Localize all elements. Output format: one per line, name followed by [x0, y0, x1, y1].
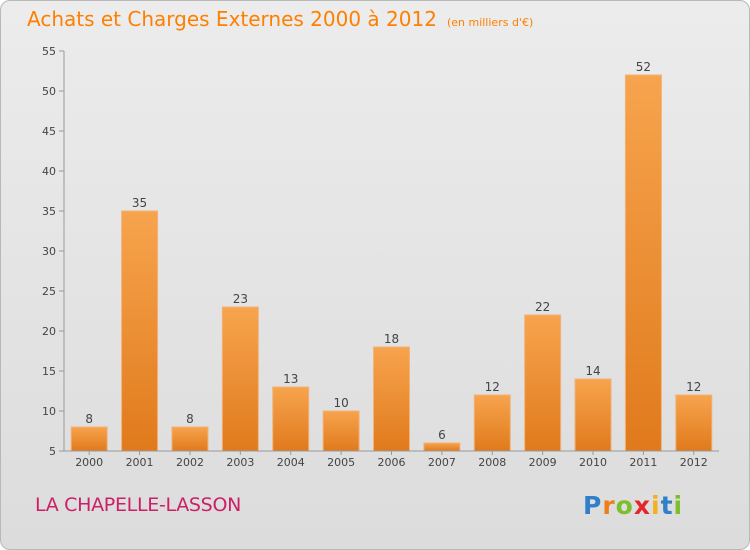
x-tick-label: 2011	[629, 456, 657, 469]
y-tick-label: 30	[42, 245, 56, 258]
bar-2012	[675, 394, 713, 452]
x-tick-label: 2012	[680, 456, 708, 469]
bar-2011	[624, 74, 662, 452]
bar-value-label: 23	[233, 292, 248, 306]
x-axis: 2000 2001 2002 2003 2004 2005 2006 2007 2008 2009…	[64, 450, 719, 469]
bar-2006	[373, 346, 410, 452]
y-tick-label: 10	[42, 405, 56, 418]
bar-2005	[322, 410, 360, 452]
bars: 8 35 8 23 13 10 18 6 12 22 14 52 12	[70, 60, 713, 452]
bar-value-label: 10	[333, 396, 348, 410]
bar-value-label: 35	[132, 196, 147, 210]
bar-2001	[121, 210, 159, 452]
x-tick-label: 2006	[378, 456, 406, 469]
x-tick-label: 2001	[126, 456, 154, 469]
bar-value-label: 12	[485, 380, 500, 394]
title-row: Achats et Charges Externes 2000 à 2012 (e…	[27, 7, 533, 31]
x-tick-label: 2010	[579, 456, 607, 469]
x-tick-label: 2003	[226, 456, 254, 469]
x-tick-label: 2000	[75, 456, 103, 469]
bar-2003	[221, 306, 259, 452]
bar-2007	[423, 442, 461, 452]
y-tick-label: 45	[42, 125, 56, 138]
bar-2009	[524, 314, 562, 452]
y-tick-label: 25	[42, 285, 56, 298]
x-tick-label: 2007	[428, 456, 456, 469]
bar-value-label: 14	[585, 364, 600, 378]
y-tick-label: 50	[42, 85, 56, 98]
chart-title: Achats et Charges Externes 2000 à 2012	[27, 7, 437, 31]
bar-2004	[272, 386, 310, 452]
y-axis: 5 10 15 20 25 30 35 40 45 50 55	[42, 45, 65, 458]
chart-unit: (en milliers d'€)	[446, 16, 534, 29]
bar-2008	[473, 394, 511, 452]
bar-value-label: 8	[85, 412, 93, 426]
bar-value-label: 13	[283, 372, 298, 386]
commune-name: LA CHAPELLE-LASSON	[35, 494, 242, 516]
x-tick-label: 2009	[529, 456, 557, 469]
x-tick-label: 2004	[277, 456, 305, 469]
bar-2010	[574, 378, 612, 452]
x-tick-label: 2005	[327, 456, 355, 469]
bar-value-label: 6	[438, 428, 446, 442]
proxiti-logo[interactable]: Proxiti	[583, 491, 684, 520]
bar-value-label: 22	[535, 300, 550, 314]
y-tick-label: 15	[42, 365, 56, 378]
bar-value-label: 8	[186, 412, 194, 426]
y-tick-label: 5	[49, 445, 56, 458]
bar-value-label: 12	[686, 380, 701, 394]
bar-value-label: 18	[384, 332, 399, 346]
x-tick-label: 2008	[478, 456, 506, 469]
x-tick-label: 2002	[176, 456, 204, 469]
y-tick-label: 40	[42, 165, 56, 178]
bar-value-label: 52	[636, 60, 651, 74]
y-tick-label: 20	[42, 325, 56, 338]
y-tick-label: 55	[42, 45, 56, 58]
bar-2002	[171, 426, 209, 452]
y-tick-label: 35	[42, 205, 56, 218]
bar-2000	[70, 426, 108, 452]
